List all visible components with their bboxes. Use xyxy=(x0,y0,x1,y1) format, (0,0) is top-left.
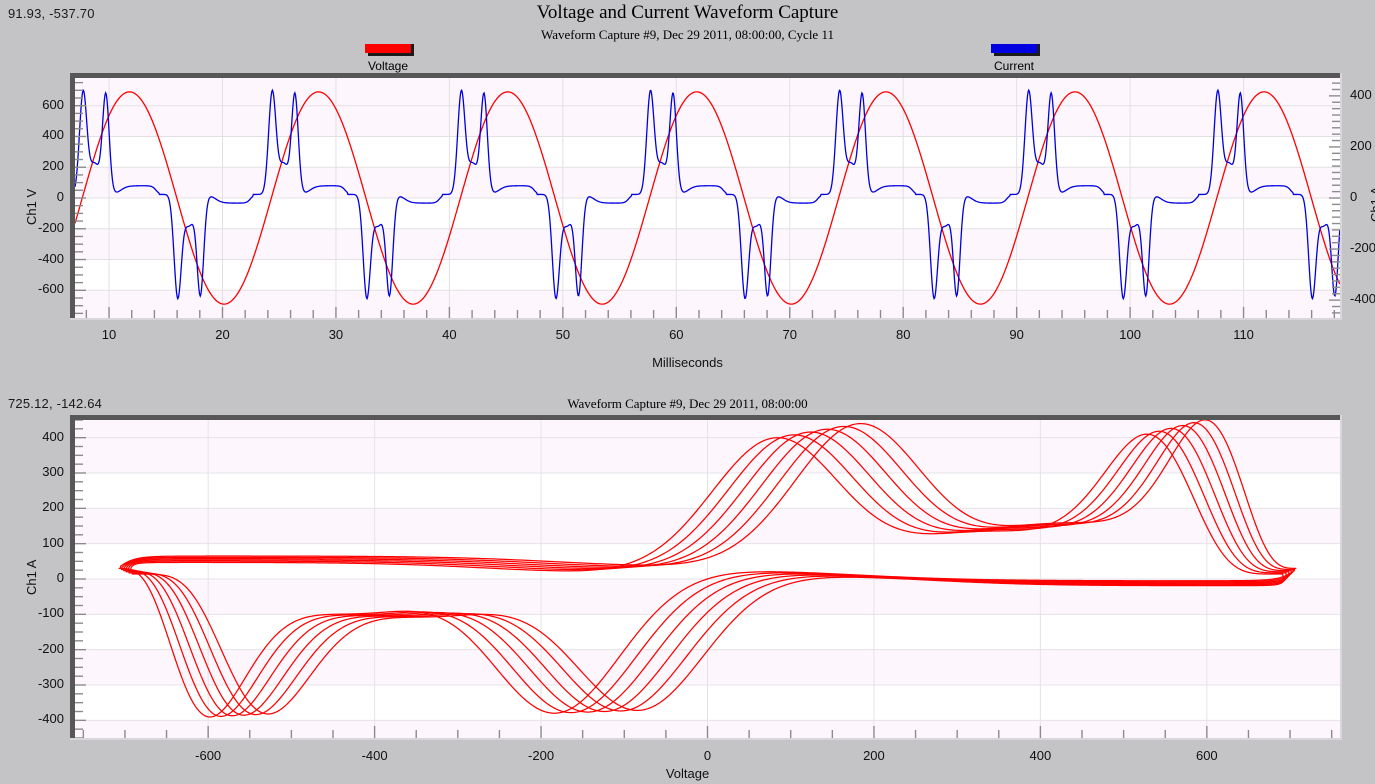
frame-top-edge xyxy=(70,73,1342,78)
hysteresis-y-tick-2: 200 xyxy=(42,499,64,515)
hysteresis-x-tick-2: -200 xyxy=(528,748,555,763)
waveform-y-tick-2: 200 xyxy=(42,158,64,174)
legend-item-current[interactable]: Current xyxy=(966,44,1062,73)
hysteresis-x-tick-6: 600 xyxy=(1195,748,1218,763)
hysteresis-x-tick-3: 0 xyxy=(703,748,712,763)
waveform-y-tick-3: 0 xyxy=(56,189,64,204)
frame-bottom-edge-2 xyxy=(70,738,1342,740)
page-title: Voltage and Current Waveform Capture xyxy=(536,2,839,23)
waveform-plot-area[interactable] xyxy=(70,73,1342,320)
waveform-x-tick-6: 70 xyxy=(782,327,797,342)
waveform-x-tick-2: 30 xyxy=(328,327,344,342)
frame-right-edge xyxy=(1340,73,1342,320)
waveform-x-tick-5: 60 xyxy=(669,327,684,342)
waveform-x-tick-10: 110 xyxy=(1233,327,1254,342)
hysteresis-y-tick-8: -400 xyxy=(37,711,64,727)
waveform-y2-tick-4: -400 xyxy=(1350,291,1375,307)
top-cursor-readout: 91.93, -537.70 xyxy=(8,6,95,21)
hysteresis-y-tick-3: 100 xyxy=(42,534,64,550)
waveform-y2-axis-title: Ch1 A xyxy=(1368,187,1375,222)
waveform-plot-svg xyxy=(74,78,1341,318)
waveform-y-axis-title: Ch1 V xyxy=(24,188,39,225)
hysteresis-x-tick-4: 200 xyxy=(863,748,885,763)
waveform-x-axis-title: Milliseconds xyxy=(652,355,723,370)
legend-label-current: Current xyxy=(993,59,1034,73)
waveform-x-tick-3: 40 xyxy=(442,327,457,342)
hysteresis-plot-area[interactable] xyxy=(70,415,1342,740)
frame-top-edge-2 xyxy=(70,415,1342,420)
hysteresis-y-tick-6: -200 xyxy=(37,640,64,656)
hysteresis-y-tick-7: -300 xyxy=(37,676,64,691)
waveform-y2-tick-1: 200 xyxy=(1350,137,1372,153)
hysteresis-y-tick-1: 300 xyxy=(42,464,64,479)
waveform-y2-tick-3: -200 xyxy=(1350,240,1375,256)
frame-left-edge-2 xyxy=(70,415,75,740)
waveform-x-tick-8: 90 xyxy=(1009,327,1024,342)
waveform-y2-tick-2: 0 xyxy=(1350,189,1358,204)
hysteresis-chart-frame[interactable] xyxy=(70,415,1342,740)
bottom-cursor-readout: 725.12, -142.64 xyxy=(8,396,103,411)
waveform-y-tick-4: -200 xyxy=(37,219,64,235)
hysteresis-plot-svg xyxy=(75,419,1340,739)
frame-bottom-edge xyxy=(70,318,1342,320)
waveform-x-tick-4: 50 xyxy=(555,327,571,342)
waveform-x-tick-1: 20 xyxy=(215,327,230,342)
hysteresis-y-tick-4: 0 xyxy=(56,570,64,585)
hysteresis-chart-title: Waveform Capture #9, Dec 29 2011, 08:00:… xyxy=(567,396,808,411)
waveform-x-tick-9: 100 xyxy=(1119,327,1141,342)
waveform-y-tick-0: 600 xyxy=(42,96,64,112)
hysteresis-x-tick-0: -600 xyxy=(195,748,222,763)
waveform-chart-frame[interactable] xyxy=(70,73,1342,320)
waveform-x-tick-0: 10 xyxy=(101,327,117,342)
waveform-y2-tick-0: 400 xyxy=(1350,86,1372,102)
legend-swatch-voltage xyxy=(365,44,414,56)
page-subtitle: Waveform Capture #9, Dec 29 2011, 08:00:… xyxy=(541,27,834,42)
frame-left-edge xyxy=(70,73,75,320)
legend-swatch-current xyxy=(991,44,1040,56)
waveform-y-tick-5: -400 xyxy=(37,250,64,266)
hysteresis-x-tick-1: -400 xyxy=(361,748,388,763)
frame-right-edge-2 xyxy=(1340,415,1342,740)
hysteresis-y-tick-5: -100 xyxy=(37,605,64,621)
waveform-x-tick-7: 80 xyxy=(895,327,911,342)
hysteresis-y-axis-title: Ch1 A xyxy=(24,559,39,595)
hysteresis-x-axis-title: Voltage xyxy=(665,766,710,781)
legend-item-voltage[interactable]: Voltage xyxy=(340,44,436,73)
hysteresis-y-tick-0: 400 xyxy=(42,428,64,444)
waveform-y-tick-1: 400 xyxy=(42,127,64,143)
legend-label-voltage: Voltage xyxy=(367,59,409,73)
hysteresis-x-tick-5: 400 xyxy=(1029,748,1052,763)
waveform-y-tick-6: -600 xyxy=(37,281,64,297)
